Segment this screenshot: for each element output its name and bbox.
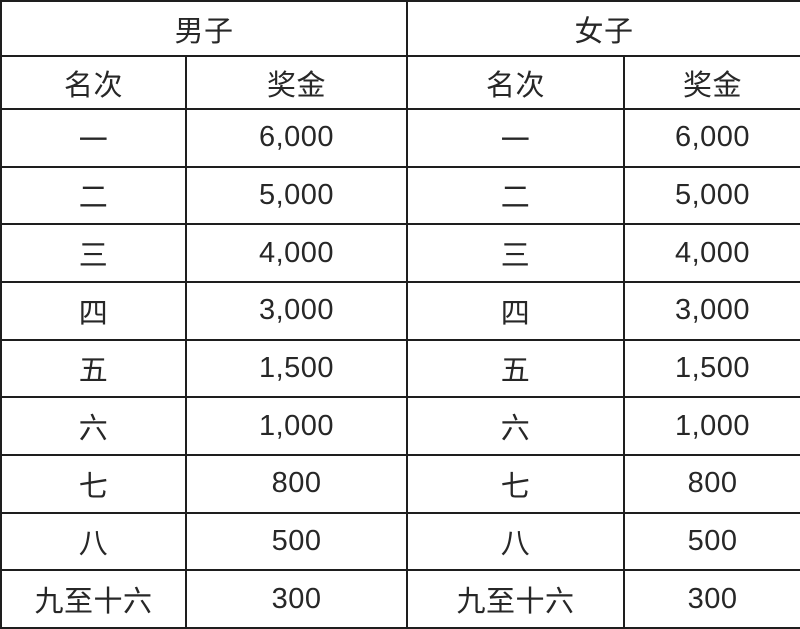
men-rank-cell: 九至十六 [0,569,187,629]
column-header-men-prize: 奖金 [184,55,409,110]
women-prize-cell: 6,000 [623,108,800,168]
men-prize-cell: 5,000 [184,165,409,226]
women-rank-cell: 四 [406,280,626,341]
women-prize-cell: 300 [623,569,800,629]
women-rank-cell: 二 [406,165,626,226]
men-rank-cell: 三 [0,223,187,283]
men-rank-cell: 二 [0,165,187,226]
women-prize-cell: 1,500 [623,338,800,399]
men-rank-cell: 一 [0,108,187,168]
table-row: 四 3,000 四 3,000 [0,280,800,341]
women-prize-cell: 4,000 [623,223,800,283]
men-prize-cell: 1,000 [184,396,409,456]
men-prize-cell: 1,500 [184,338,409,399]
women-rank-cell: 三 [406,223,626,283]
men-rank-cell: 六 [0,396,187,456]
men-rank-cell: 七 [0,453,187,514]
men-prize-cell: 300 [184,569,409,629]
group-header-row: 男子 女子 [0,0,800,57]
women-prize-cell: 5,000 [623,165,800,226]
column-header-men-rank: 名次 [0,55,187,110]
women-rank-cell: 六 [406,396,626,456]
table-row: 五 1,500 五 1,500 [0,338,800,399]
men-prize-cell: 500 [184,511,409,572]
table-row: 三 4,000 三 4,000 [0,223,800,283]
women-prize-cell: 1,000 [623,396,800,456]
women-rank-cell: 一 [406,108,626,168]
women-rank-cell: 五 [406,338,626,399]
men-rank-cell: 八 [0,511,187,572]
women-prize-cell: 800 [623,453,800,514]
women-rank-cell: 七 [406,453,626,514]
men-rank-cell: 四 [0,280,187,341]
women-rank-cell: 八 [406,511,626,572]
women-rank-cell: 九至十六 [406,569,626,629]
table-row: 六 1,000 六 1,000 [0,396,800,456]
column-header-row: 名次 奖金 名次 奖金 [0,55,800,110]
table-row: 九至十六 300 九至十六 300 [0,569,800,629]
women-prize-cell: 3,000 [623,280,800,341]
table-row: 二 5,000 二 5,000 [0,165,800,226]
men-prize-cell: 4,000 [184,223,409,283]
men-rank-cell: 五 [0,338,187,399]
men-prize-cell: 6,000 [184,108,409,168]
women-prize-cell: 500 [623,511,800,572]
men-prize-cell: 3,000 [184,280,409,341]
column-header-women-prize: 奖金 [623,55,800,110]
column-header-women-rank: 名次 [406,55,626,110]
table-row: 七 800 七 800 [0,453,800,514]
group-header-women: 女子 [406,0,800,57]
table-row: 八 500 八 500 [0,511,800,572]
table-row: 一 6,000 一 6,000 [0,108,800,168]
men-prize-cell: 800 [184,453,409,514]
group-header-men: 男子 [0,0,409,57]
